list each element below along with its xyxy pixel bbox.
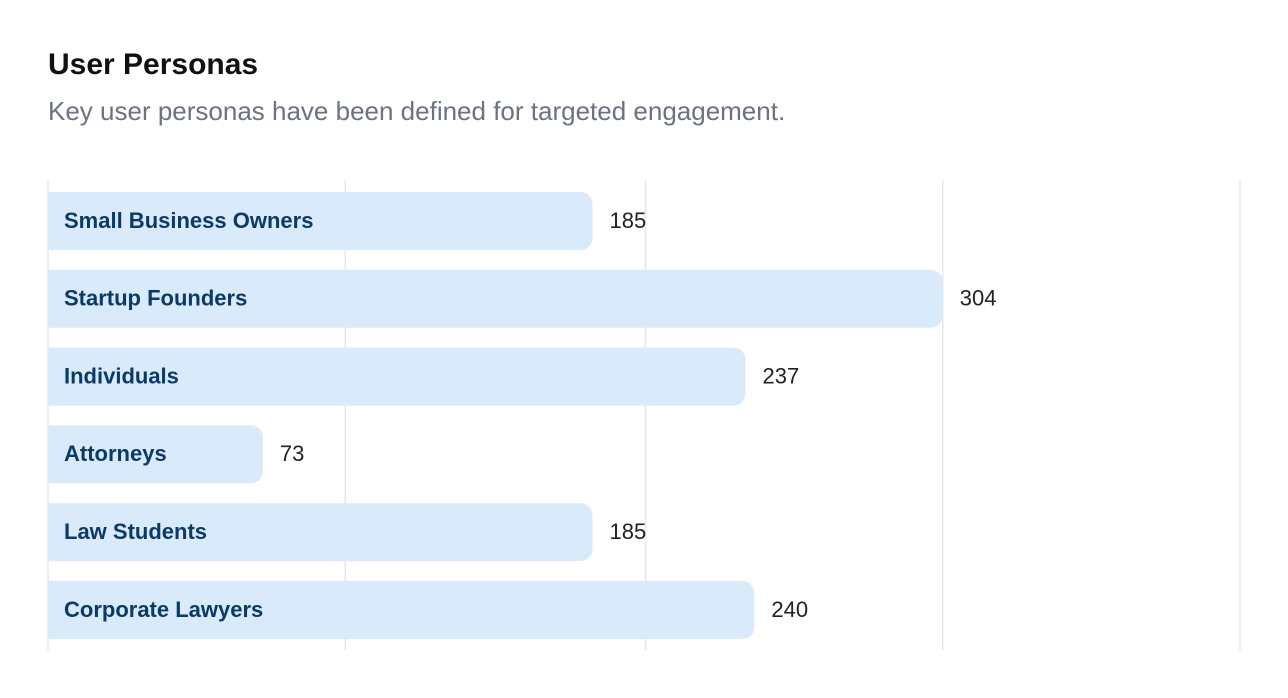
category-label: Corporate Lawyers: [64, 597, 263, 622]
category-label: Individuals: [64, 363, 179, 388]
bar: [48, 503, 593, 562]
chart-subtitle: Key user personas have been defined for …: [48, 96, 785, 126]
category-label: Small Business Owners: [64, 208, 313, 233]
value-label: 185: [609, 519, 646, 544]
category-label: Law Students: [64, 519, 207, 544]
bar: [48, 192, 593, 250]
value-label: 304: [960, 286, 997, 311]
bar: [48, 269, 943, 328]
value-label: 237: [763, 363, 800, 388]
chart-title: User Personas: [48, 48, 258, 81]
bar: [48, 581, 755, 639]
bar: [48, 347, 746, 406]
value-label: 185: [609, 208, 646, 233]
value-label: 73: [280, 441, 304, 466]
value-label: 240: [771, 597, 808, 622]
category-label: Startup Founders: [64, 286, 247, 311]
bar: [48, 425, 263, 484]
category-label: Attorneys: [64, 441, 167, 466]
